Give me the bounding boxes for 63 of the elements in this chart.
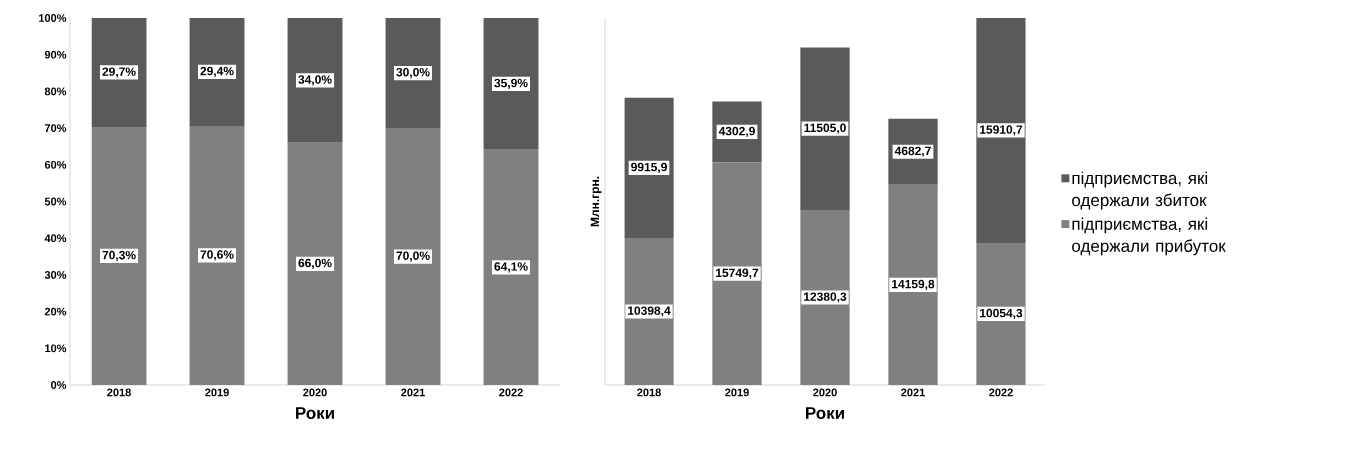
- y-tick-label: 70%: [44, 124, 67, 132]
- x-tick-label: 2021: [901, 388, 925, 397]
- data-label: 30,0%: [396, 67, 430, 79]
- legend-label: підприємства, які одержали прибуток: [1072, 217, 1226, 256]
- y-tick-label: 50%: [44, 197, 67, 206]
- bar: [287, 17, 343, 143]
- data-label: 9915,9: [631, 162, 667, 174]
- bar: [385, 17, 441, 129]
- data-label: 70,6%: [200, 250, 234, 261]
- x-tick-label: 2018: [637, 388, 661, 397]
- y-tick-label: 0%: [51, 381, 67, 389]
- y-tick-label: 30%: [44, 271, 67, 279]
- x-tick-label: 2018: [107, 388, 131, 397]
- x-tick-label: 2021: [401, 388, 425, 397]
- data-label: 10398,4: [628, 306, 671, 317]
- data-label: 66,0%: [298, 258, 332, 269]
- bar: [976, 17, 1026, 243]
- bar: [287, 142, 343, 385]
- data-label: 29,4%: [200, 66, 234, 78]
- bar: [800, 47, 850, 210]
- data-label: 11505,0: [804, 123, 846, 134]
- bar: [91, 126, 147, 385]
- y-tick-label: 90%: [44, 50, 67, 59]
- bar: [91, 17, 147, 127]
- x-tick-label: 2019: [725, 388, 749, 397]
- bar: [888, 184, 938, 385]
- bar: [189, 125, 245, 385]
- x-axis-title: Роки: [806, 407, 844, 420]
- y-tick-label: 20%: [44, 307, 67, 316]
- bar: [624, 97, 674, 239]
- data-label: 10054,3: [980, 308, 1023, 320]
- data-label: 70,0%: [396, 251, 430, 262]
- bar: [976, 242, 1026, 385]
- data-label: 14159,8: [892, 279, 935, 291]
- y-tick-label: 100%: [39, 14, 67, 22]
- data-label: 70,3%: [102, 250, 136, 262]
- bar: [624, 238, 674, 385]
- data-label: 4302,9: [718, 126, 755, 138]
- y-tick-label: 40%: [44, 234, 67, 243]
- data-label: 35,9%: [494, 78, 528, 89]
- bar: [800, 210, 850, 385]
- x-tick-label: 2020: [303, 388, 327, 397]
- x-tick-label: 2020: [813, 388, 837, 397]
- bar: [385, 128, 441, 385]
- y-tick-label: 60%: [44, 160, 67, 169]
- data-label: 12380,3: [804, 292, 847, 303]
- bar: [189, 17, 245, 126]
- x-tick-label: 2019: [205, 388, 229, 397]
- y-axis-title: Млн.грн.: [590, 176, 602, 227]
- bar: [483, 17, 539, 150]
- x-tick-label: 2022: [989, 388, 1013, 397]
- data-label: 15910,7: [980, 125, 1023, 136]
- bar: [712, 162, 762, 385]
- data-label: 29,7%: [102, 67, 136, 78]
- x-tick-label: 2022: [499, 388, 523, 397]
- y-tick-label: 80%: [44, 87, 67, 96]
- x-axis-title: Роки: [296, 407, 334, 420]
- y-tick-label: 10%: [45, 344, 67, 353]
- bar: [483, 149, 539, 385]
- data-label: 34,0%: [298, 75, 332, 86]
- data-label: 64,1%: [494, 262, 528, 273]
- data-label: 15749,7: [716, 268, 759, 279]
- data-label: 4682,7: [894, 146, 931, 157]
